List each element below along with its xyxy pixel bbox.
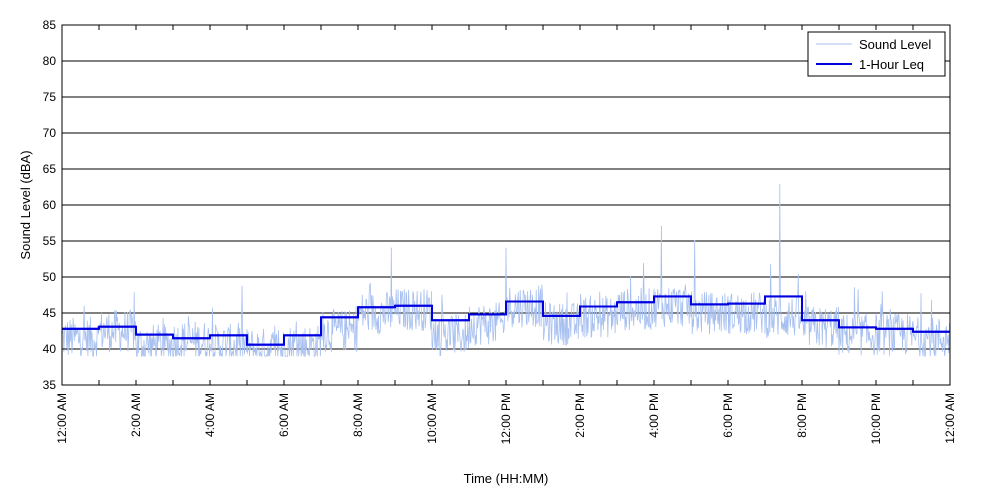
axis-ticks: 35 40 45 50 55 60 65 70 75 80 85 12:00 AM 2:00 AM 4:0… [43, 18, 957, 444]
x-tick-label: 6:00 PM [721, 393, 735, 438]
x-tick-label: 4:00 AM [203, 393, 217, 437]
x-tick-label: 10:00 AM [425, 393, 439, 444]
sound-level-peak-point [390, 247, 392, 249]
sound-level-peak-point [694, 240, 696, 242]
y-tick-label: 50 [43, 270, 57, 284]
y-tick-label: 45 [43, 306, 57, 320]
x-tick-label: 8:00 PM [795, 393, 809, 438]
x-tick-label: 2:00 PM [573, 393, 587, 438]
legend-label-sound-level: Sound Level [859, 37, 931, 52]
y-tick-label: 85 [43, 18, 57, 32]
y-tick-label: 55 [43, 234, 57, 248]
y-tick-label: 80 [43, 54, 57, 68]
x-tick-label: 12:00 AM [55, 393, 69, 444]
x-tick-label: 4:00 PM [647, 393, 661, 438]
legend-label-1-hour-leq: 1-Hour Leq [859, 57, 924, 72]
y-axis-label: Sound Level (dBA) [18, 150, 33, 259]
sound-level-peak-point [505, 247, 507, 249]
gridlines [62, 60, 950, 350]
x-tick-label: 12:00 AM [943, 393, 957, 444]
y-tick-label: 60 [43, 198, 57, 212]
series-group [61, 184, 951, 358]
y-tick-label: 70 [43, 126, 57, 140]
y-tick-label: 35 [43, 378, 57, 392]
sound-level-peak-point [779, 184, 781, 186]
series-line-sound-level [61, 184, 951, 358]
x-tick-label: 2:00 AM [129, 393, 143, 437]
y-tick-label: 40 [43, 342, 57, 356]
legend-box [807, 31, 946, 77]
x-tick-label: 12:00 PM [499, 393, 513, 444]
x-tick-label: 6:00 AM [277, 393, 291, 437]
sound-level-peak-point [660, 226, 663, 228]
y-tick-label: 65 [43, 162, 57, 176]
x-tick-label: 10:00 PM [869, 393, 883, 444]
x-tick-label: 8:00 AM [351, 393, 365, 437]
x-axis-label: Time (HH:MM) [464, 471, 549, 486]
legend: Sound Level 1-Hour Leq [807, 31, 946, 77]
y-tick-label: 75 [43, 90, 57, 104]
